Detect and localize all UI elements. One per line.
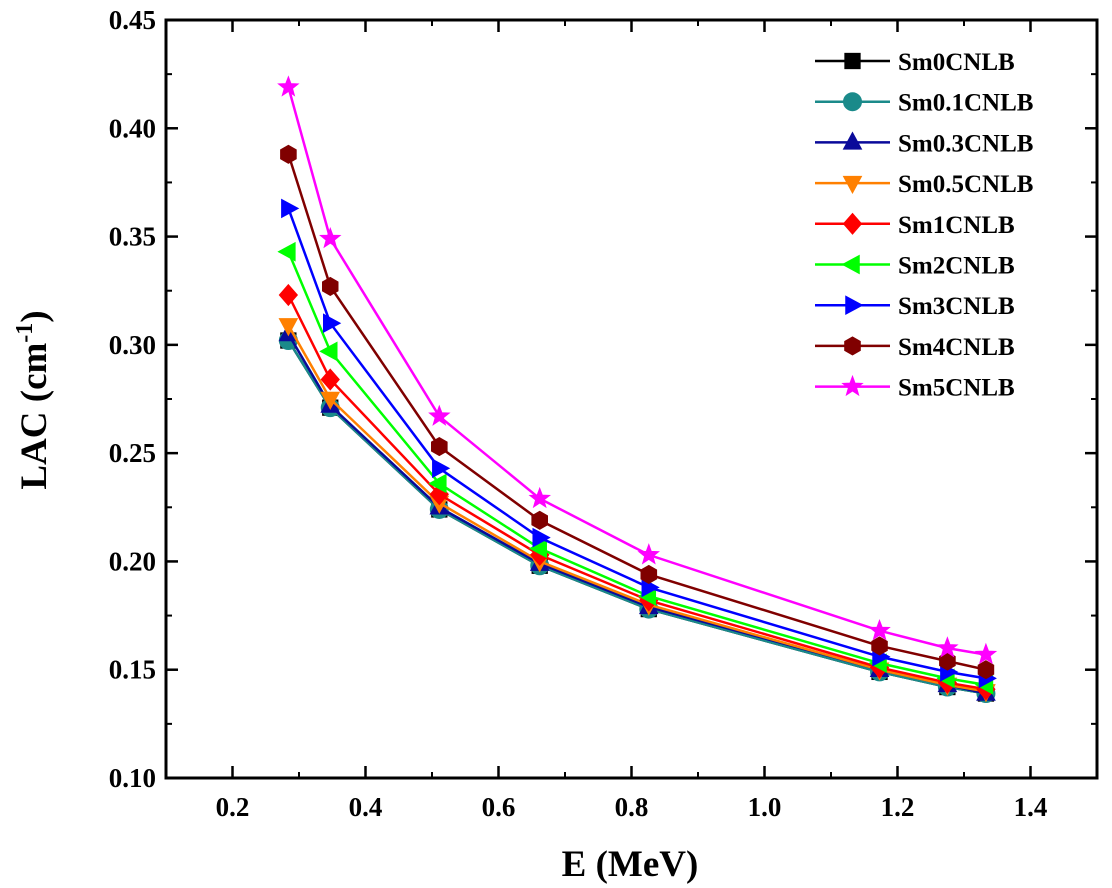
legend-item: Sm0.5CNLB [815,171,1033,198]
series-Sm3CNLB [281,198,997,689]
data-point [532,527,551,548]
legend-marker [844,52,861,70]
legend-label: Sm4CNLB [898,334,1015,361]
axes: 0.2 0.4 0.6 0.8 1.0 1.2 1.4 0.10 0.15 0.20 0.25 0.3… [109,5,1099,822]
legend-item: Sm5CNLB [815,375,1015,402]
data-point [432,458,451,479]
data-point [871,636,888,656]
legend-item: Sm0.3CNLB [815,130,1033,157]
data-point [974,642,998,665]
data-point [428,404,451,426]
x-tick-label: 0.8 [615,792,649,822]
legend-label: Sm1CNLB [898,212,1015,239]
data-point [977,660,995,680]
series-line [287,339,987,695]
data-point [936,636,959,658]
series-Sm2CNLB [277,241,994,695]
data-point [640,564,658,584]
x-tick-label: 1.0 [748,792,782,822]
data-point [278,318,299,337]
legend-item: Sm1CNLB [815,212,1015,239]
y-tick-label: 0.10 [109,763,156,793]
legend-marker [842,175,863,195]
series-line [287,294,987,691]
data-point [280,144,297,164]
data-point [868,618,891,641]
y-tick-label: 0.35 [109,222,156,252]
legend-marker [843,92,862,112]
y-tick-label: 0.40 [109,113,156,143]
legend-marker [841,254,860,275]
series-layer [277,75,998,704]
legend-marker [845,295,864,316]
legend-marker [844,336,861,356]
y-tick-label: 0.15 [109,655,156,685]
data-point [319,341,338,362]
y-axis-title: LAC (cm-1) [12,310,55,489]
data-point [323,313,342,334]
x-axis-title: E (MeV) [562,844,699,885]
x-tick-label: 1.4 [1014,792,1048,822]
y-tick-label: 0.20 [109,546,156,576]
legend-item: Sm0CNLB [815,49,1015,76]
series-line [287,324,987,693]
x-tick-label: 0.6 [482,792,516,822]
data-point [531,510,548,530]
data-point [278,283,299,307]
axis-titles: E (MeV) LAC (cm-1) [12,310,698,885]
legend-label: Sm0.5CNLB [898,171,1033,198]
legend-item: Sm3CNLB [815,293,1015,320]
series-line [287,153,987,671]
y-axis-title-main: LAC (cm [14,343,55,490]
data-point [322,276,339,296]
data-point [277,241,296,262]
y-tick-label: 0.45 [109,5,156,35]
data-point [320,368,340,391]
legend-label: Sm3CNLB [898,293,1015,320]
data-point [637,543,660,565]
legend-label: Sm5CNLB [898,375,1015,402]
data-point [319,226,342,249]
legend-label: Sm0.3CNLB [898,130,1033,157]
data-point [528,486,551,509]
y-tick-label: 0.25 [109,438,156,468]
legend-marker [842,212,863,235]
legend-label: Sm2CNLB [898,253,1015,280]
x-tick-label: 0.2 [216,792,250,822]
data-point [277,75,300,97]
legend: Sm0CNLB Sm0.1CNLB Sm0.3CNLB Sm0.5CNLB Sm1CNL… [815,49,1033,402]
x-tick-label: 0.4 [349,792,383,822]
legend-item: Sm2CNLB [815,253,1015,280]
data-point [281,198,300,219]
data-point [939,651,956,671]
y-axis-title-close: ) [14,310,55,322]
legend-marker [842,131,863,150]
data-point [428,473,447,494]
y-axis-title-superscript: -1 [12,323,38,343]
legend-marker [841,374,864,397]
legend-label: Sm0.1CNLB [898,90,1033,117]
series-line [287,207,987,680]
series-Sm4CNLB [280,144,995,680]
legend-item: Sm0.1CNLB [815,90,1033,117]
legend-label: Sm0CNLB [898,49,1015,76]
series-line [287,251,987,687]
x-tick-label: 1.2 [881,792,915,822]
series-Sm5CNLB [277,75,998,665]
legend-item: Sm4CNLB [815,334,1015,361]
series-line [287,86,987,656]
data-point [320,391,341,410]
data-point [431,437,448,457]
y-tick-label: 0.30 [109,330,156,360]
